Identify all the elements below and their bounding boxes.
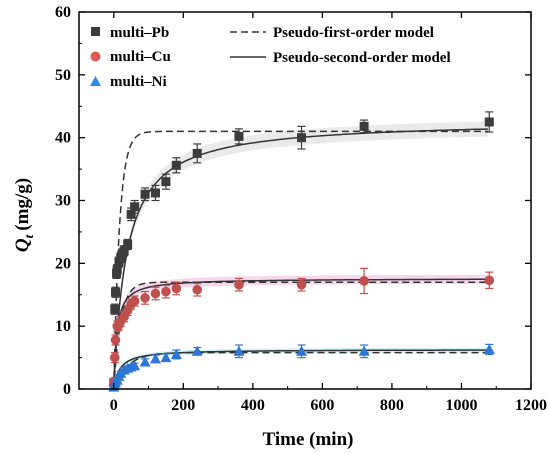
y-axis-label-main: Q	[12, 238, 33, 252]
data-point-ni	[233, 345, 245, 356]
y-tick-label: 60	[55, 4, 71, 21]
x-tick-label: 200	[171, 397, 195, 414]
data-point-cu	[234, 279, 244, 290]
legend-label-cu: multi–Cu	[110, 49, 171, 65]
data-point-ni	[160, 352, 172, 363]
data-point-cu	[171, 283, 182, 294]
x-tick-label: 1200	[515, 397, 547, 414]
data-point-pb	[140, 189, 150, 199]
y-tick-label: 40	[55, 130, 71, 147]
y-axis-label-unit: (mg/g)	[12, 178, 33, 231]
legend-marker-cu	[90, 51, 101, 62]
x-axis-label: Time (min)	[263, 429, 354, 450]
svg-text:Qt(mg/g): Qt (mg/g)	[12, 178, 36, 252]
data-point-cu	[192, 284, 203, 295]
data-point-ni	[139, 356, 151, 367]
data-point-pb	[484, 117, 494, 127]
data-point-ni	[191, 345, 203, 356]
y-tick-label: 50	[55, 67, 71, 84]
data-point-pb	[297, 133, 307, 143]
data-point-pb	[119, 246, 129, 256]
data-point-pb	[359, 121, 369, 131]
data-points	[108, 111, 495, 392]
legend-marker-ni	[90, 76, 101, 86]
pso-curve-ni	[113, 349, 488, 390]
data-point-pb	[126, 209, 136, 219]
legend-label-ni: multi–Ni	[110, 74, 167, 90]
x-tick-label: 0	[110, 397, 118, 414]
data-point-pb	[123, 239, 133, 249]
data-point-cu	[129, 296, 140, 306]
y-tick-label: 0	[63, 381, 71, 398]
legend-label-pb: multi–Pb	[110, 25, 169, 41]
data-point-pb	[192, 148, 202, 158]
legend: multi–Pb multi–Cu multi–Ni Pseudo-first-…	[90, 25, 451, 90]
data-point-pb	[234, 131, 244, 141]
data-point-ni	[129, 360, 141, 371]
data-point-pb	[110, 304, 120, 314]
legend-marker-pb	[91, 27, 100, 36]
data-point-cu	[140, 293, 150, 303]
data-point-pb	[171, 160, 181, 170]
data-point-pb	[112, 265, 122, 275]
x-tick-label: 1000	[445, 397, 477, 414]
x-tick-label: 600	[310, 397, 334, 414]
pfo-curve-pb	[113, 130, 488, 390]
data-point-ni	[170, 348, 182, 359]
data-point-pb	[161, 177, 171, 187]
y-axis-label-sub: t	[21, 234, 36, 238]
data-point-cu	[296, 279, 307, 290]
y-axis-label: Qt (mg/g)	[12, 178, 36, 252]
data-point-cu	[110, 352, 120, 363]
data-point-cu	[161, 286, 171, 297]
band-ni	[113, 347, 488, 389]
y-tick-label: 30	[55, 193, 71, 210]
data-point-cu	[150, 288, 161, 299]
data-point-cu	[359, 276, 369, 286]
x-tick-label: 400	[241, 397, 265, 414]
legend-label-pfo: Pseudo-first-order model	[273, 25, 434, 41]
y-tick-label: 10	[55, 318, 71, 335]
data-point-ni	[149, 353, 161, 364]
x-tick-label: 800	[380, 397, 404, 414]
data-point-pb	[130, 202, 140, 212]
legend-label-pso: Pseudo-second-order model	[273, 50, 451, 66]
pso-curve-cu	[113, 278, 488, 390]
data-point-pb	[111, 287, 121, 297]
data-point-pb	[150, 188, 160, 198]
data-point-ni	[358, 345, 370, 356]
data-point-cu	[110, 335, 121, 345]
data-point-ni	[483, 343, 495, 354]
y-tick-label: 20	[55, 255, 71, 272]
data-point-cu	[484, 275, 495, 286]
data-point-ni	[296, 345, 308, 356]
axes: 0 200 400 600 800 1000 1200 0 10 20 30 40 50 60	[55, 4, 547, 414]
